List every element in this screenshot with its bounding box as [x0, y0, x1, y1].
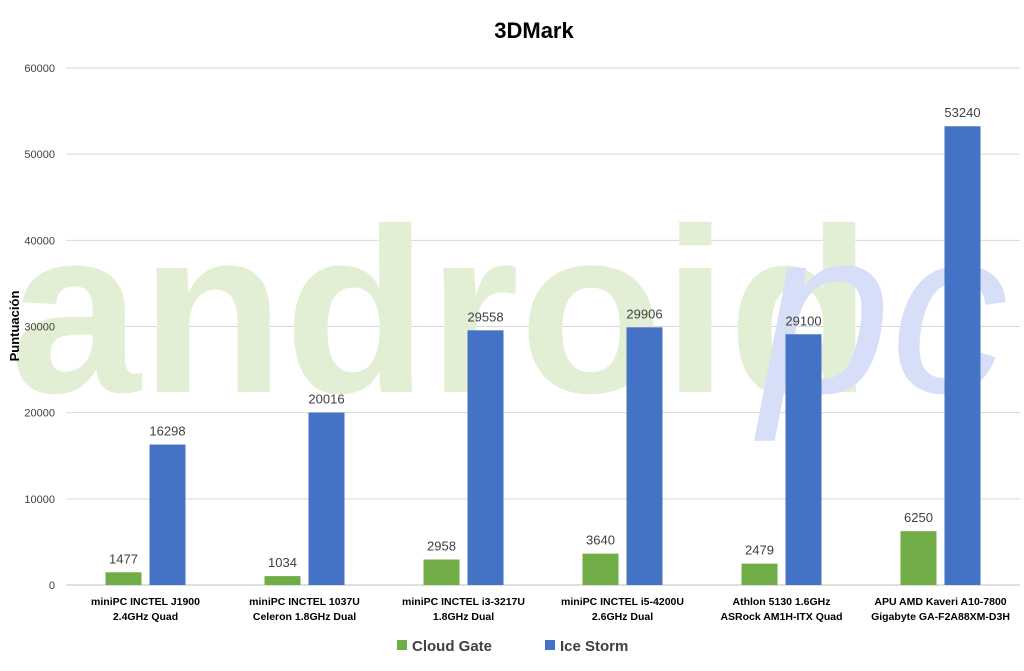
x-tick-label: ASRock AM1H-ITX Quad — [720, 611, 842, 623]
bar-cloud-gate — [741, 563, 778, 585]
x-tick-label: miniPC INCTEL i3-3217U — [402, 596, 525, 608]
data-label: 1034 — [268, 555, 297, 570]
y-axis: 0 10000 20000 30000 40000 50000 60000 — [24, 63, 55, 592]
legend-label: Ice Storm — [560, 638, 628, 655]
x-tick-label: 2.6GHz Dual — [592, 611, 653, 623]
y-tick-label: 20000 — [24, 408, 55, 420]
bar-ice-storm — [467, 330, 504, 585]
chart-title: 3DMark — [494, 18, 574, 43]
bar-ice-storm — [944, 126, 981, 586]
x-axis: miniPC INCTEL J1900 2.4GHz Quad miniPC INC… — [91, 596, 1010, 623]
y-axis-title: Puntuación — [7, 291, 22, 362]
y-tick-label: 30000 — [24, 322, 55, 334]
bar-cloud-gate — [105, 572, 142, 585]
watermark-logo: android pc — [10, 179, 1008, 442]
legend-label: Cloud Gate — [412, 638, 492, 655]
y-tick-label: 40000 — [24, 235, 55, 247]
x-tick-label: Celeron 1.8GHz Dual — [253, 611, 356, 623]
bar-ice-storm — [626, 327, 663, 585]
x-tick-label: Gigabyte GA-F2A88XM-D3H — [871, 611, 1010, 623]
x-tick-label: miniPC INCTEL i5-4200U — [561, 596, 684, 608]
bar-cloud-gate — [900, 531, 937, 585]
data-label: 3640 — [586, 533, 615, 548]
x-tick-label: miniPC INCTEL J1900 — [91, 596, 200, 608]
legend-swatch — [397, 640, 407, 650]
data-label: 29906 — [626, 306, 662, 321]
data-label: 29558 — [467, 309, 503, 324]
bar-ice-storm — [149, 444, 186, 585]
legend-swatch — [545, 640, 555, 650]
x-tick-label: miniPC INCTEL 1037U — [249, 596, 360, 608]
data-label: 29100 — [785, 313, 821, 328]
bar-cloud-gate — [264, 576, 301, 585]
y-tick-label: 60000 — [24, 63, 55, 75]
watermark-android-text: android — [10, 179, 872, 442]
bar-ice-storm — [308, 412, 345, 585]
data-label: 20016 — [308, 392, 344, 407]
y-tick-label: 10000 — [24, 494, 55, 506]
data-label: 2479 — [745, 543, 774, 558]
y-tick-label: 0 — [49, 580, 55, 592]
legend: Cloud Gate Ice Storm — [397, 638, 628, 655]
data-label: 53240 — [944, 105, 980, 120]
gridlines — [66, 67, 1020, 586]
bars — [105, 126, 981, 586]
bar-ice-storm — [785, 334, 822, 585]
data-label: 6250 — [904, 510, 933, 525]
x-tick-label: Athlon 5130 1.6GHz — [732, 596, 830, 608]
x-tick-label: APU AMD Kaveri A10-7800 — [874, 596, 1006, 608]
legend-item: Ice Storm — [545, 638, 628, 655]
bar-cloud-gate — [582, 553, 619, 585]
x-tick-label: 1.8GHz Dual — [433, 611, 494, 623]
y-tick-label: 50000 — [24, 149, 55, 161]
data-label: 2958 — [427, 539, 456, 554]
legend-item: Cloud Gate — [397, 638, 492, 655]
data-labels: 1477 16298 1034 20016 2958 29558 3640 29906 2479… — [109, 105, 981, 570]
x-tick-label: 2.4GHz Quad — [113, 611, 178, 623]
data-label: 1477 — [109, 551, 138, 566]
bar-cloud-gate — [423, 559, 460, 585]
data-label: 16298 — [149, 424, 185, 439]
